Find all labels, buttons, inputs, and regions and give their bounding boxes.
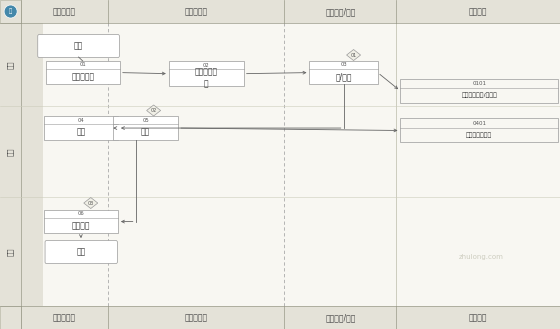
Text: 0101: 0101 — [472, 81, 486, 86]
Text: 01: 01 — [351, 53, 357, 58]
Text: 01: 01 — [80, 62, 86, 67]
Text: 登记、分类: 登记、分类 — [71, 72, 94, 81]
Text: 06: 06 — [77, 211, 84, 216]
Bar — [169, 61, 244, 86]
Bar — [0, 306, 560, 329]
Polygon shape — [147, 105, 161, 116]
Bar — [0, 306, 21, 329]
Text: 输出文档: 输出文档 — [469, 7, 488, 16]
Bar — [45, 61, 120, 84]
Polygon shape — [84, 197, 98, 209]
Bar — [400, 79, 558, 103]
Text: 传递: 传递 — [7, 147, 14, 156]
Polygon shape — [347, 50, 361, 61]
Text: 综合办主任: 综合办主任 — [185, 313, 208, 322]
Text: 签收: 签收 — [7, 61, 14, 69]
Text: 综合办干事: 综合办干事 — [53, 313, 76, 322]
Text: 提出拟办建
议: 提出拟办建 议 — [195, 68, 218, 88]
Text: 02: 02 — [151, 108, 157, 113]
Text: 中: 中 — [9, 9, 12, 14]
Bar — [310, 61, 377, 84]
Bar — [0, 0, 21, 23]
Text: 项目经理/书记: 项目经理/书记 — [325, 7, 356, 16]
Text: 《收文登记簿/台账》: 《收文登记簿/台账》 — [461, 93, 497, 98]
Bar — [21, 23, 560, 306]
Text: 05: 05 — [142, 118, 149, 123]
Bar — [44, 210, 118, 233]
Text: 结束: 结束 — [77, 247, 86, 257]
Text: 阅/批示: 阅/批示 — [335, 72, 352, 81]
Bar — [400, 118, 558, 142]
Text: 综合办主任: 综合办主任 — [185, 7, 208, 16]
FancyBboxPatch shape — [45, 240, 118, 264]
Text: 输出文档: 输出文档 — [469, 313, 488, 322]
Bar — [21, 23, 43, 306]
Text: 03: 03 — [87, 201, 94, 206]
Text: 传阅: 传阅 — [76, 127, 85, 136]
Text: 综合办干事: 综合办干事 — [53, 7, 76, 16]
Bar — [0, 23, 21, 306]
Text: 0401: 0401 — [472, 120, 486, 126]
Bar — [0, 0, 560, 23]
Text: 督办: 督办 — [141, 127, 150, 136]
Bar — [113, 116, 178, 139]
Text: 项目经理/书记: 项目经理/书记 — [325, 313, 356, 322]
Text: zhulong.com: zhulong.com — [459, 254, 504, 260]
Text: 03: 03 — [340, 62, 347, 67]
Text: 《文件传阅单》: 《文件传阅单》 — [466, 132, 492, 138]
Text: 开始: 开始 — [74, 41, 83, 51]
Text: 04: 04 — [77, 118, 84, 123]
FancyBboxPatch shape — [38, 35, 119, 58]
Circle shape — [4, 5, 17, 18]
Text: 处置: 处置 — [7, 247, 14, 256]
Text: 02: 02 — [203, 63, 209, 68]
Bar — [44, 116, 118, 139]
Text: 整理归档: 整理归档 — [72, 221, 90, 230]
